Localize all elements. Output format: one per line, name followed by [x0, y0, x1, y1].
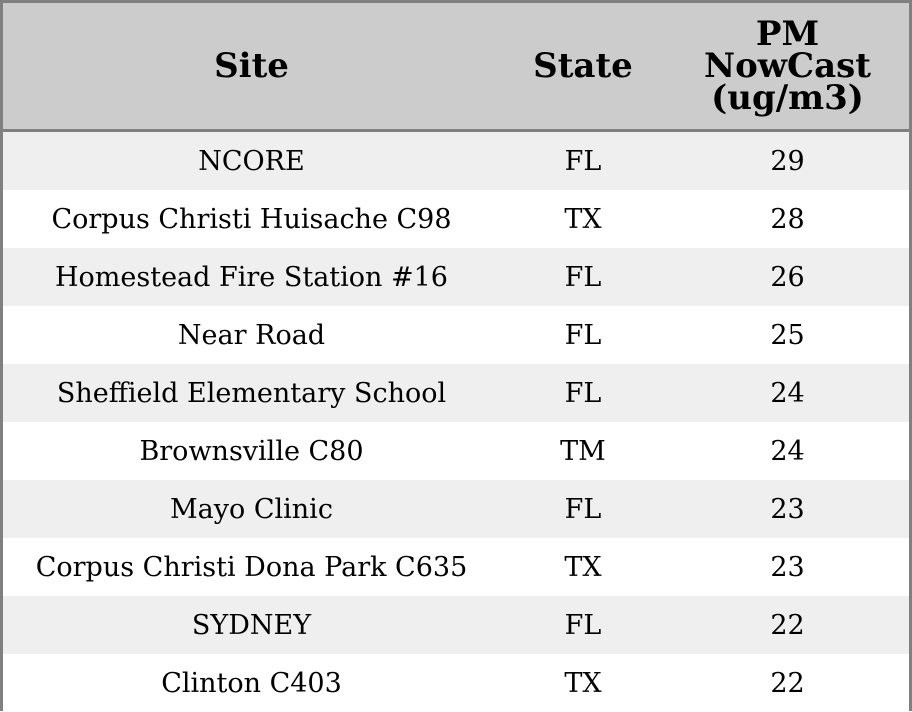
table-row: Corpus Christi Dona Park C635 TX 23 [3, 538, 909, 596]
cell-pm-value: 29 [770, 145, 805, 177]
header-pm-line-2: NowCast [704, 46, 871, 86]
cell-pm-value: 24 [770, 435, 805, 467]
header-pm-line-1: PM [755, 14, 820, 54]
cell-state: TM [560, 435, 606, 467]
cell-pm-value: 23 [770, 551, 805, 583]
cell-state: TX [564, 203, 602, 235]
cell-pm-value: 28 [770, 203, 805, 235]
cell-site: Corpus Christi Huisache C98 [51, 203, 452, 235]
cell-pm-value: 24 [770, 377, 805, 409]
cell-state: FL [564, 493, 602, 525]
header-site: Site [214, 46, 289, 86]
table-body: NCORE FL 29 Corpus Christi Huisache C98 … [3, 132, 909, 712]
table-row: Corpus Christi Huisache C98 TX 28 [3, 190, 909, 248]
table-row: Sheffield Elementary School FL 24 [3, 364, 909, 422]
cell-site: NCORE [198, 145, 305, 177]
table-row: Mayo Clinic FL 23 [3, 480, 909, 538]
cell-pm-value: 22 [770, 667, 805, 699]
cell-pm-value: 22 [770, 609, 805, 641]
table-row: Near Road FL 25 [3, 306, 909, 364]
cell-state: TX [564, 551, 602, 583]
table-row: Brownsville C80 TM 24 [3, 422, 909, 480]
cell-site: Sheffield Elementary School [56, 377, 447, 409]
cell-site: Clinton C403 [161, 667, 342, 699]
cell-site: Mayo Clinic [170, 493, 333, 525]
cell-pm-value: 25 [770, 319, 805, 351]
cell-state: FL [564, 377, 602, 409]
cell-state: TX [564, 667, 602, 699]
table-header-row: Site State PM NowCast (ug/m3) [3, 3, 909, 132]
cell-state: FL [564, 261, 602, 293]
header-pm-line-3: (ug/m3) [711, 78, 864, 118]
cell-site: Homestead Fire Station #16 [54, 261, 448, 293]
table-row: Homestead Fire Station #16 FL 26 [3, 248, 909, 306]
cell-site: Brownsville C80 [139, 435, 364, 467]
header-state: State [533, 46, 633, 86]
cell-site: SYDNEY [191, 609, 312, 641]
cell-state: FL [564, 609, 602, 641]
cell-site: Corpus Christi Dona Park C635 [35, 551, 468, 583]
header-pm-nowcast: PM NowCast (ug/m3) [666, 3, 909, 129]
table-row: SYDNEY FL 22 [3, 596, 909, 654]
cell-site: Near Road [177, 319, 326, 351]
cell-pm-value: 26 [770, 261, 805, 293]
table-row: Clinton C403 TX 22 [3, 654, 909, 712]
table-row: NCORE FL 29 [3, 132, 909, 190]
cell-pm-value: 23 [770, 493, 805, 525]
cell-state: FL [564, 145, 602, 177]
cell-state: FL [564, 319, 602, 351]
